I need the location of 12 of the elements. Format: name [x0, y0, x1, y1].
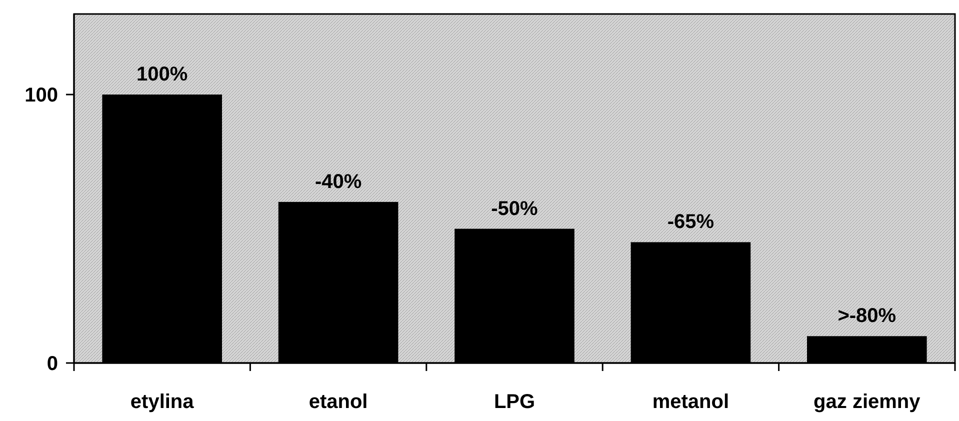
x-tick-label: gaz ziemny [814, 391, 922, 413]
annotation: >-80% [838, 305, 896, 328]
annotation: 100% [136, 64, 188, 86]
annotation: -50% [491, 198, 538, 220]
x-tick-label: LPG [494, 391, 536, 413]
y-tick-label: 0 [46, 353, 58, 375]
y-tick-label: 100 [24, 84, 58, 107]
annotation: -65% [667, 211, 714, 234]
x-tick-label: metanol [652, 391, 730, 413]
annotation: -40% [314, 170, 362, 193]
x-tick-label: etylina [130, 391, 195, 413]
x-tick-label: etanol [308, 391, 368, 413]
